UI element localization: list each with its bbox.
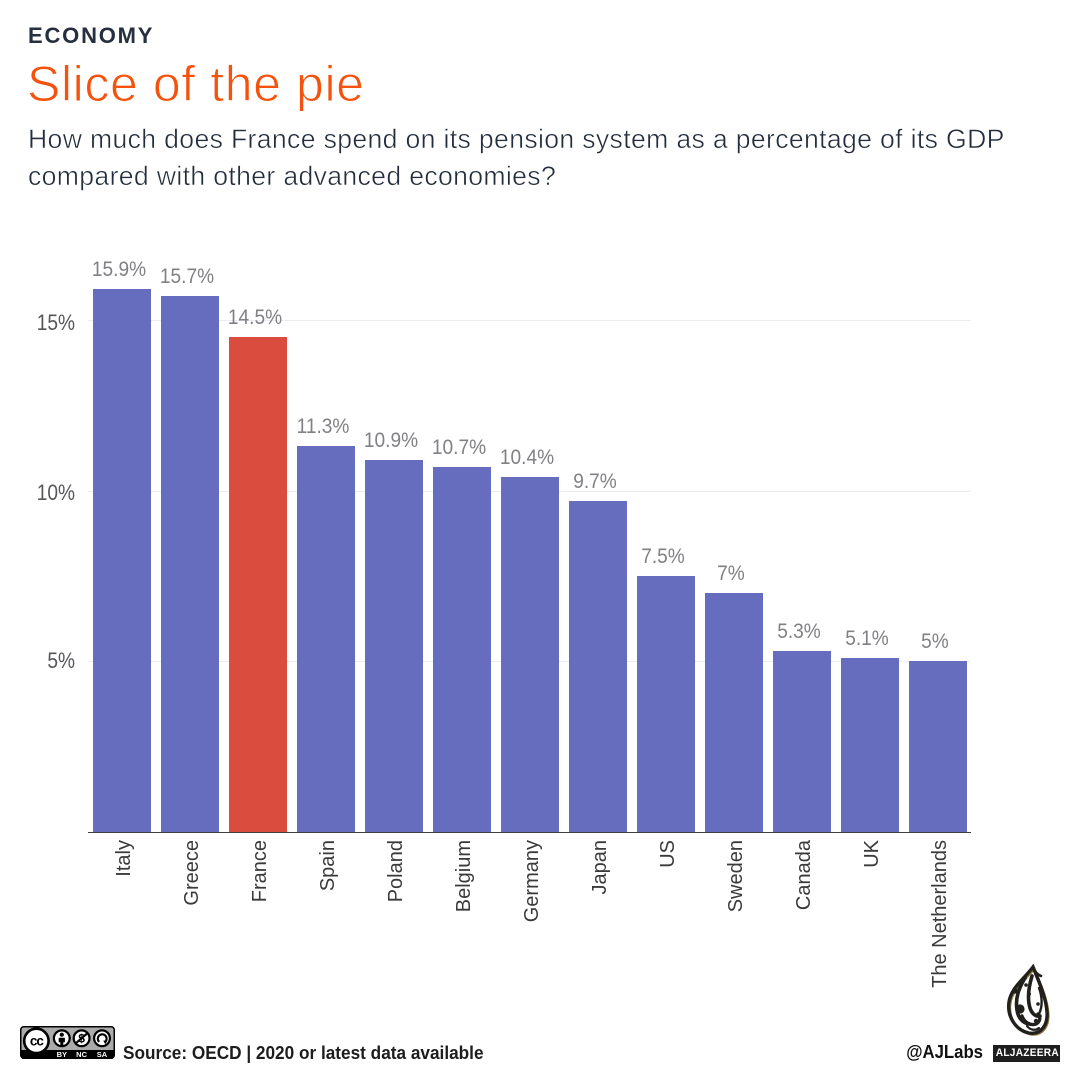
svg-text:SA: SA xyxy=(97,1050,108,1059)
svg-text:BY: BY xyxy=(57,1050,67,1059)
svg-text:cc: cc xyxy=(30,1034,45,1049)
svg-text:NC: NC xyxy=(76,1050,87,1059)
